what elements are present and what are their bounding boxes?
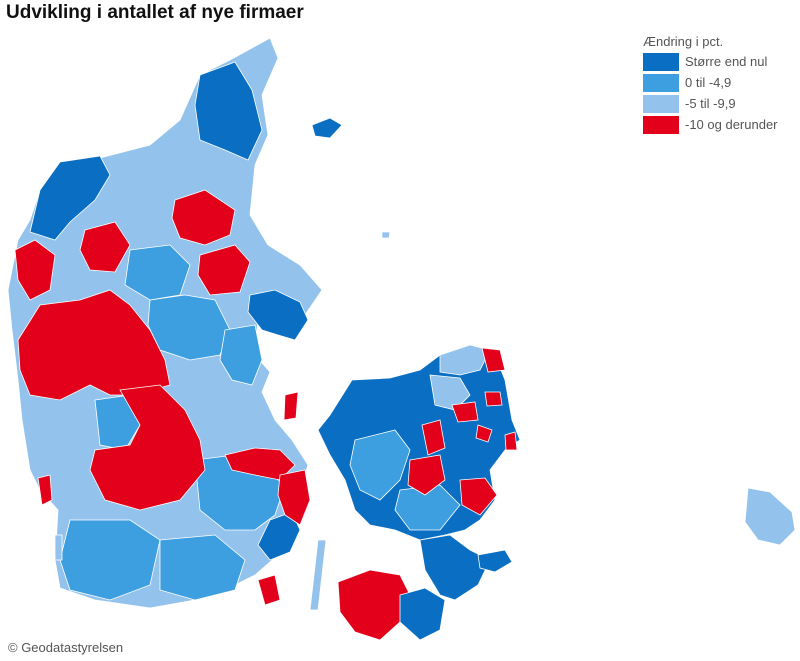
region-nordjylland-north (194, 61, 263, 161)
legend-swatch (643, 73, 679, 92)
region-amager (504, 431, 518, 451)
legend-label: Større end nul (685, 54, 768, 69)
legend-label: 0 til -4,9 (685, 75, 732, 90)
region-vesthimmerland (171, 189, 236, 246)
island-langeland (309, 539, 327, 611)
region-frederikssund (451, 401, 479, 423)
region-vest-jylland (17, 289, 171, 401)
legend-swatch (643, 52, 679, 71)
region-roskilde (421, 419, 446, 456)
legend-swatch (643, 115, 679, 134)
island-fano (54, 534, 63, 561)
map-title: Udvikling i antallet af nye firmaer (6, 2, 304, 23)
legend-swatch (643, 94, 679, 113)
legend-item: -10 og derunder (643, 114, 778, 135)
region-mariager (197, 244, 251, 296)
region-djursland (247, 289, 309, 341)
island-samso (283, 391, 299, 421)
region-horsens-area (224, 447, 296, 481)
region-south-zealand (419, 534, 491, 601)
island-mon (477, 549, 513, 573)
legend-item: Større end nul (643, 51, 778, 72)
legend-title: Ændring i pct. (643, 34, 724, 49)
region-lemvig (14, 239, 56, 301)
region-ringsted (407, 454, 446, 496)
region-helsingor (481, 347, 506, 373)
legend-label: -10 og derunder (685, 117, 778, 132)
region-zealand-north (439, 344, 491, 376)
legend-item: -5 til -9,9 (643, 93, 778, 114)
legend: Ændring i pct. Større end nul 0 til -4,9… (643, 34, 778, 135)
legend-label: -5 til -9,9 (685, 96, 736, 111)
region-lolland (337, 569, 411, 641)
island-anholt (381, 231, 391, 239)
region-copenhagen-a (484, 391, 503, 407)
island-laeso (311, 117, 343, 139)
region-falster (399, 587, 446, 641)
region-zealand-east (429, 374, 471, 411)
credit-text: © Geodatastyrelsen (8, 640, 124, 655)
region-koege (459, 477, 498, 516)
island-bornholm (744, 487, 796, 546)
region-tonder (37, 474, 53, 506)
region-viborg (124, 244, 191, 301)
region-skive (79, 221, 131, 273)
region-zealand-mid (394, 484, 461, 531)
region-aarhus (219, 324, 263, 386)
legend-item: 0 til -4,9 (643, 72, 778, 93)
region-copenhagen-b (475, 424, 493, 443)
region-ringkobing (89, 384, 206, 511)
region-fredericia (277, 469, 311, 526)
region-aabenraa (257, 574, 281, 606)
region-thy (29, 155, 111, 241)
region-sonderjylland (59, 519, 161, 601)
region-zealand-west (349, 429, 411, 501)
region-sonderjylland-east (159, 534, 246, 601)
